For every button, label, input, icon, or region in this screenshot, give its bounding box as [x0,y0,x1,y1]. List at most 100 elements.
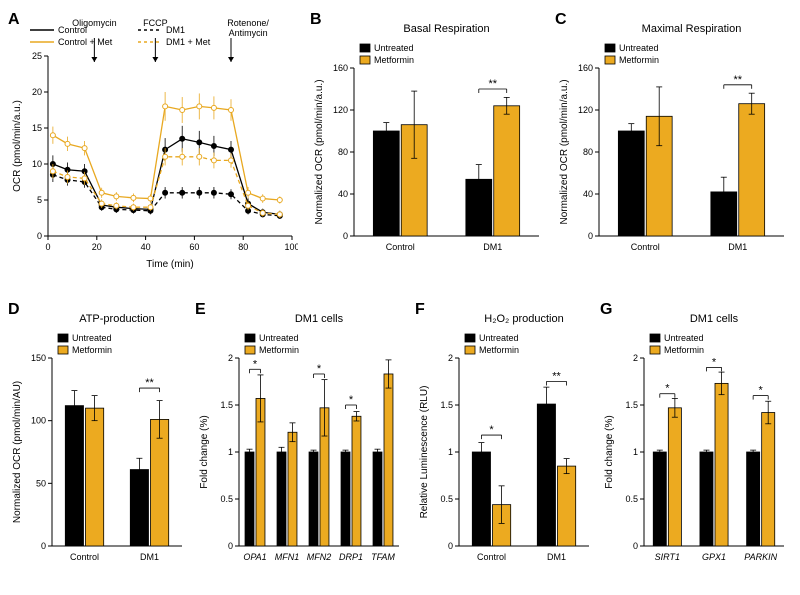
svg-text:MFN1: MFN1 [275,552,300,562]
svg-text:*: * [489,424,494,436]
svg-text:DM1: DM1 [728,242,747,252]
svg-text:Control: Control [386,242,415,252]
svg-text:60: 60 [189,242,199,252]
svg-text:120: 120 [578,105,593,115]
svg-text:DM1 cells: DM1 cells [295,313,344,325]
svg-text:160: 160 [333,63,348,73]
svg-text:80: 80 [338,147,348,157]
svg-text:1: 1 [448,447,453,457]
panel-a: AControlControl + MetDM1DM1 + Met0510152… [8,10,298,270]
svg-text:40: 40 [141,242,151,252]
svg-text:Untreated: Untreated [664,333,704,343]
svg-text:Maximal Respiration: Maximal Respiration [642,23,742,35]
svg-text:20: 20 [92,242,102,252]
svg-text:DRP1: DRP1 [339,552,363,562]
svg-text:Control + Met: Control + Met [58,37,113,47]
svg-text:20: 20 [32,87,42,97]
svg-text:Metformin: Metformin [259,345,299,355]
svg-text:A: A [8,11,20,28]
svg-text:Metformin: Metformin [374,55,414,65]
svg-text:0.5: 0.5 [625,494,638,504]
svg-text:Normalized OCR (pmol/min/a.u.): Normalized OCR (pmol/min/a.u.) [314,79,325,224]
figure-container: AControlControl + MetDM1DM1 + Met0510152… [0,0,800,595]
svg-text:**: ** [145,377,154,389]
svg-text:0: 0 [588,231,593,241]
svg-text:0: 0 [228,541,233,551]
svg-text:F: F [415,301,425,318]
svg-text:Fold change (%): Fold change (%) [604,415,615,488]
svg-text:MFN2: MFN2 [307,552,332,562]
panel-g: GDM1 cellsUntreatedMetformin00.511.52Fol… [600,300,790,580]
svg-text:D: D [8,301,20,318]
svg-text:Untreated: Untreated [619,43,659,53]
svg-text:Metformin: Metformin [664,345,704,355]
svg-text:Control: Control [70,552,99,562]
svg-text:40: 40 [338,189,348,199]
svg-text:100: 100 [284,242,298,252]
svg-text:DM1 cells: DM1 cells [690,313,739,325]
svg-text:*: * [253,358,258,370]
svg-text:TFAM: TFAM [371,552,395,562]
svg-text:Basal Respiration: Basal Respiration [403,23,489,35]
svg-text:Metformin: Metformin [619,55,659,65]
svg-text:5: 5 [37,195,42,205]
svg-text:0.5: 0.5 [220,494,233,504]
svg-text:1.5: 1.5 [220,400,233,410]
svg-text:0: 0 [37,231,42,241]
svg-text:*: * [759,385,764,397]
svg-text:Oligomycin: Oligomycin [72,18,117,28]
panel-b: BBasal RespirationUntreatedMetformin0408… [310,10,545,270]
svg-text:0: 0 [448,541,453,551]
svg-text:25: 25 [32,51,42,61]
svg-text:GPX1: GPX1 [702,552,726,562]
svg-text:**: ** [488,78,497,90]
svg-text:50: 50 [36,478,46,488]
svg-text:Rotenone/: Rotenone/ [227,18,269,28]
svg-text:G: G [600,301,612,318]
svg-text:E: E [195,301,206,318]
svg-text:Control: Control [631,242,660,252]
svg-text:Fold change (%): Fold change (%) [199,415,210,488]
panel-c: C Maximal Respiration Untreated Metformin 0 4… [555,10,790,270]
svg-text:40: 40 [583,189,593,199]
svg-text:OCR (pmol/min/a.u.): OCR (pmol/min/a.u.) [12,100,23,192]
svg-text:**: ** [552,371,561,383]
panel-f: FH₂O₂ productionUntreatedMetformin00.511… [415,300,595,580]
svg-text:Untreated: Untreated [374,43,414,53]
svg-text:1.5: 1.5 [440,400,453,410]
svg-text:Normalized OCR (pmol/min/AU): Normalized OCR (pmol/min/AU) [12,381,23,523]
svg-text:10: 10 [32,159,42,169]
svg-text:OPA1: OPA1 [243,552,266,562]
svg-text:2: 2 [448,353,453,363]
svg-text:DM1: DM1 [483,242,502,252]
svg-text:100: 100 [31,416,46,426]
svg-text:Untreated: Untreated [259,333,299,343]
svg-text:PARKIN: PARKIN [744,552,777,562]
svg-text:B: B [310,11,322,28]
svg-text:Metformin: Metformin [479,345,519,355]
svg-text:Normalized OCR (pmol/min/a.u.): Normalized OCR (pmol/min/a.u.) [559,79,570,224]
svg-text:*: * [349,394,354,406]
panel-d: DATP-productionUntreatedMetformin0501001… [8,300,188,580]
svg-text:80: 80 [238,242,248,252]
svg-text:FCCP: FCCP [143,18,168,28]
svg-text:Untreated: Untreated [479,333,519,343]
svg-text:150: 150 [31,353,46,363]
svg-text:2: 2 [228,353,233,363]
svg-text:SIRT1: SIRT1 [655,552,680,562]
svg-text:Time (min): Time (min) [146,259,193,270]
svg-text:**: ** [733,74,742,86]
svg-text:1.5: 1.5 [625,400,638,410]
svg-text:Metformin: Metformin [72,345,112,355]
svg-text:C: C [555,11,567,28]
svg-text:2: 2 [633,353,638,363]
svg-text:0.5: 0.5 [440,494,453,504]
svg-text:15: 15 [32,123,42,133]
svg-text:DM1 + Met: DM1 + Met [166,37,211,47]
svg-text:Antimycin: Antimycin [229,28,268,38]
svg-text:0: 0 [45,242,50,252]
svg-text:DM1: DM1 [140,552,159,562]
svg-text:120: 120 [333,105,348,115]
svg-text:0: 0 [41,541,46,551]
svg-text:DM1: DM1 [547,552,566,562]
